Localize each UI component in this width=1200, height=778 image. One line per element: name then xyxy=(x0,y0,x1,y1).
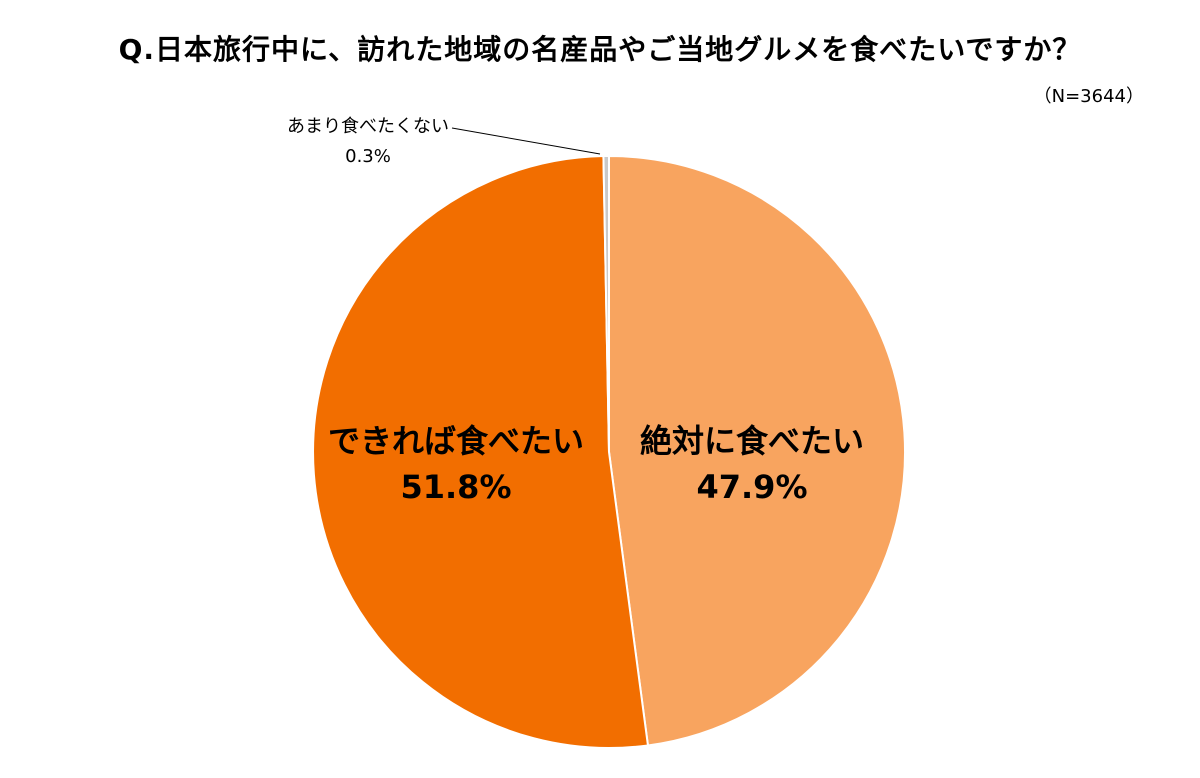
sample-size-label: （N=3644） xyxy=(1033,86,1144,107)
slice-value-not-really: 0.3% xyxy=(345,146,391,167)
pie-slice-not-really xyxy=(602,154,610,453)
slice-value-absolutely-want: 47.9% xyxy=(696,468,807,506)
slice-label-not-really: あまり食べたくない xyxy=(287,116,449,137)
pie-slices xyxy=(312,154,907,749)
pie-labels: 絶対に食べたい 47.9% できれば食べたい 51.8% あまり食べたくない 0… xyxy=(287,116,864,506)
pie-slice-absolutely-want xyxy=(608,154,907,747)
slice-value-if-possible: 51.8% xyxy=(400,468,511,506)
slice-label-if-possible: できれば食べたい xyxy=(328,422,584,460)
chart-title: Q.日本旅行中に、訪れた地域の名産品やご当地グルメを食べたいですか？ xyxy=(118,33,1082,66)
slice-label-absolutely-want: 絶対に食べたい xyxy=(640,422,864,460)
leader-line-not-really xyxy=(451,127,601,155)
pie-slice-if-possible xyxy=(312,155,650,749)
